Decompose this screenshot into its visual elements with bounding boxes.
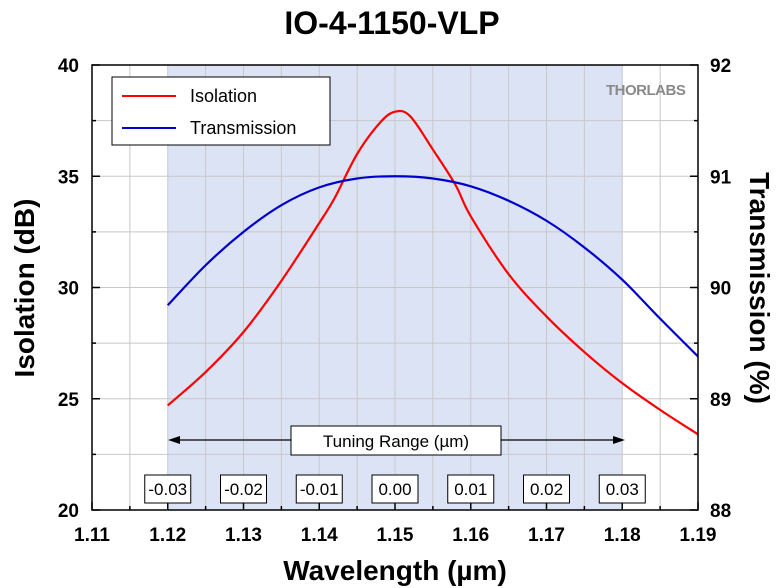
y-right-tick-labels: 88 89 90 91 92 (710, 56, 732, 522)
x-tick-label: 1.12 (149, 525, 186, 546)
y-left-tick-label: 35 (58, 167, 80, 188)
y-left-tick-label: 30 (58, 279, 79, 300)
x-tick-label: 1.13 (225, 525, 262, 546)
legend-box (111, 76, 331, 146)
y-right-tick-label: 92 (710, 56, 731, 77)
y-left-tick-labels: 20 25 30 35 40 (58, 56, 80, 522)
legend-label-transmission: Transmission (190, 118, 296, 138)
y-left-tick-label: 25 (58, 390, 80, 411)
offset-label-box (598, 474, 646, 504)
y-left-tick-label: 40 (58, 56, 79, 77)
offset-label: -0.02 (224, 480, 263, 499)
logo-text: THORLABS (606, 82, 686, 99)
legend: Isolation Transmission (111, 76, 331, 146)
chart-title: IO-4-1150-VLP (284, 5, 499, 41)
y-left-axis-title: Isolation (dB) (9, 199, 40, 378)
offset-label: 0.00 (378, 480, 411, 499)
offset-label-box (144, 474, 192, 504)
x-tick-label: 1.18 (604, 525, 641, 546)
series-line-isolation (167, 109, 699, 436)
tuning-range-label: Tuning Range (µm) (323, 432, 469, 451)
offset-label: 0.03 (606, 480, 639, 499)
series-line-transmission (166, 175, 699, 358)
y-left-tick-label: 20 (58, 501, 79, 522)
y-right-tick-label: 90 (710, 279, 731, 300)
tuning-range-annotation: Tuning Range (µm) (168, 425, 625, 456)
offset-label-box (523, 474, 570, 504)
offset-label-box (371, 474, 419, 504)
tuning-arrow-right-head (613, 436, 625, 444)
x-tick-label: 1.16 (452, 525, 489, 546)
x-tick-labels: 1.11 1.12 1.13 1.14 1.15 1.16 1.17 1.18 1.19 (74, 525, 716, 546)
tuning-range-label-box (290, 425, 502, 456)
offset-labels: -0.03 -0.02 -0.01 0.00 0.01 0.02 0.03 (144, 474, 646, 504)
x-tick-label: 1.14 (301, 525, 338, 546)
tick-marks (91, 64, 699, 511)
x-tick-label: 1.11 (74, 525, 110, 546)
offset-label: 0.01 (454, 480, 487, 499)
offset-label: -0.03 (148, 480, 187, 499)
thorlabs-logo: THORLABS (606, 82, 686, 99)
x-tick-label: 1.19 (680, 525, 717, 546)
x-axis-title: Wavelength (µm) (283, 555, 507, 586)
y-right-tick-label: 89 (710, 390, 731, 411)
y-right-tick-label: 88 (710, 501, 731, 522)
legend-label-isolation: Isolation (190, 86, 257, 106)
y-right-axis-title: Transmission (%) (744, 172, 775, 404)
offset-label-box (295, 474, 343, 504)
x-tick-label: 1.15 (377, 525, 414, 546)
tuning-arrow-left-head (168, 436, 180, 444)
offset-label-box (220, 474, 267, 504)
offset-label: 0.02 (530, 480, 563, 499)
offset-label-box (447, 474, 495, 504)
y-right-tick-label: 91 (710, 167, 732, 188)
x-tick-label: 1.17 (528, 525, 565, 546)
offset-label: -0.01 (300, 480, 339, 499)
series-layer (166, 109, 699, 436)
